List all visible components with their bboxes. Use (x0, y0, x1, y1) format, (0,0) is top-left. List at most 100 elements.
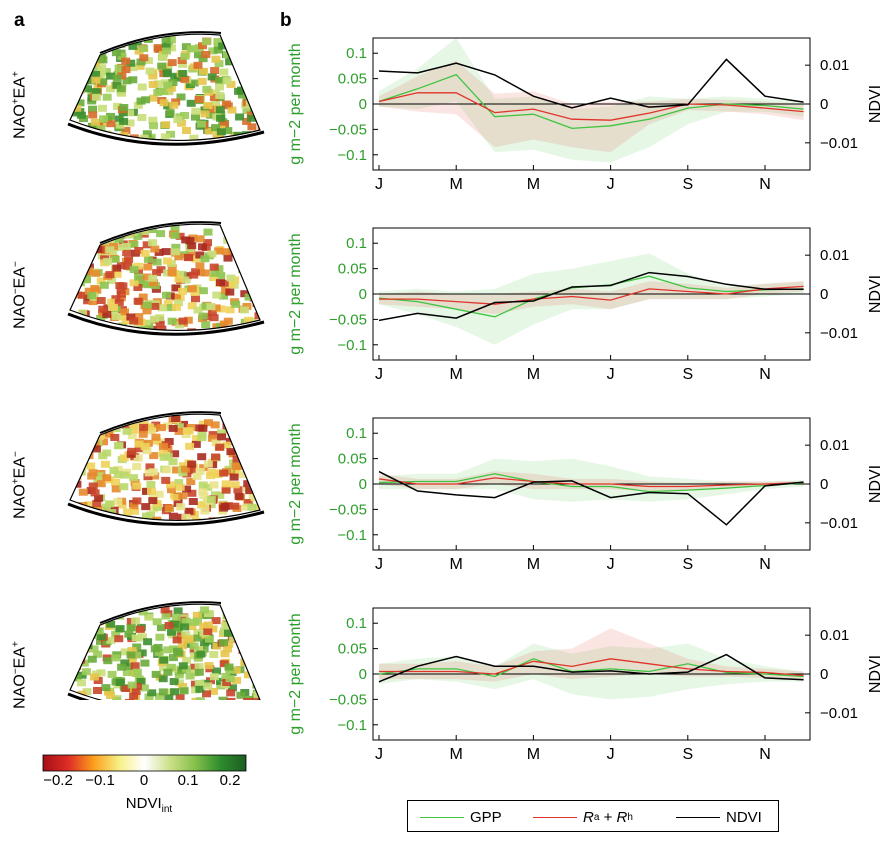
map-cell (107, 670, 117, 678)
x-tick-label: J (607, 556, 615, 573)
map-cell (211, 124, 221, 132)
map-cell (174, 423, 184, 431)
legend-label-gpp: GPP (470, 808, 502, 826)
map-cell (145, 463, 155, 471)
map-cell (117, 72, 127, 80)
x-tick-label: J (607, 746, 615, 763)
map-cell (198, 312, 208, 320)
map-cell (131, 687, 141, 695)
map-cell (225, 306, 235, 314)
map-cell (148, 239, 158, 247)
map-cell (129, 317, 139, 325)
map-cell (122, 249, 132, 257)
map-cell (124, 256, 134, 264)
map-cell (159, 664, 169, 672)
map-cell (105, 246, 115, 254)
map-cell (102, 93, 112, 101)
map-cell (159, 453, 169, 461)
map-cell (243, 316, 253, 324)
map-cell (215, 443, 225, 451)
map-cell (136, 58, 146, 66)
map-cell (131, 634, 141, 642)
map-cell (113, 498, 123, 506)
map-cell (183, 316, 193, 324)
map-cell (128, 42, 138, 50)
map-cell (202, 85, 212, 93)
map-cell (168, 79, 178, 86)
map-cell (127, 432, 137, 440)
y-axis-label: g m−2 per month (287, 423, 304, 544)
map-cell (193, 306, 203, 314)
map-cell (176, 503, 186, 511)
map-cell (230, 481, 240, 489)
map-cell (242, 117, 252, 125)
map-cell (209, 94, 219, 101)
map-cell (92, 65, 102, 73)
ndvi-line (378, 470, 804, 526)
map-cell (139, 684, 149, 692)
map-cell (209, 651, 219, 658)
y-tick-label: 0.05 (338, 451, 367, 468)
map-cell (112, 264, 122, 272)
map-cell (121, 243, 131, 250)
map-cell (149, 94, 158, 102)
y-tick-label: −0.1 (337, 147, 367, 164)
map-cell (118, 282, 128, 290)
map-cell (216, 305, 226, 313)
map-cell (187, 285, 197, 293)
map-cell (212, 642, 222, 650)
map-cell (196, 269, 206, 277)
map-cell (93, 687, 102, 694)
map-cell (197, 501, 207, 509)
map-cell (81, 274, 91, 282)
map-cell (148, 81, 158, 88)
map-cell (167, 628, 176, 636)
map-cell (145, 67, 155, 75)
map-cell (90, 118, 100, 126)
map-cell (199, 492, 209, 500)
map-cell (149, 452, 159, 460)
map-cell (155, 692, 165, 700)
map-cell (203, 102, 213, 110)
map-cell (253, 691, 260, 699)
map-cell (99, 119, 109, 127)
time-series-charts: 0.1 0.05 0 −0.05 −0.1 0.01 0 −0.01 J M M J S Ng m−2 p… (287, 37, 884, 763)
map-cell (100, 460, 110, 468)
map-cell (132, 651, 142, 659)
map-cell (136, 677, 146, 685)
x-tick-label: J (375, 746, 383, 763)
map-cell (116, 262, 126, 270)
map-cell (218, 42, 228, 50)
map-cell (129, 692, 139, 700)
map-cell (141, 96, 151, 104)
map-cell (117, 313, 126, 321)
map-cell (161, 612, 171, 620)
map-cell (189, 134, 199, 141)
map-cell (137, 83, 147, 91)
map-cell (166, 663, 176, 671)
map-cell (151, 433, 161, 441)
map-cell (138, 633, 147, 641)
map-cell (164, 622, 174, 629)
map-cell (88, 122, 98, 130)
map-cell (129, 502, 139, 510)
map-cell (145, 423, 155, 431)
map-cell (219, 639, 228, 647)
map-cell (170, 225, 180, 232)
map-cell (178, 60, 188, 68)
map-cell (159, 656, 169, 664)
europe-maps (67, 31, 265, 700)
map-cell (164, 694, 174, 700)
map-cell (221, 621, 231, 629)
map-cell (216, 128, 226, 136)
map-cell (151, 285, 161, 293)
colorbar-tick: 0.1 (177, 772, 199, 789)
map-cell (195, 685, 205, 693)
map-land (70, 415, 260, 521)
y-right-tick-label: 0.01 (820, 437, 849, 454)
map-cell (186, 636, 196, 644)
map-cell (110, 434, 120, 441)
map-cell (213, 38, 223, 45)
map-cell (122, 427, 132, 435)
map-cell (185, 442, 195, 450)
